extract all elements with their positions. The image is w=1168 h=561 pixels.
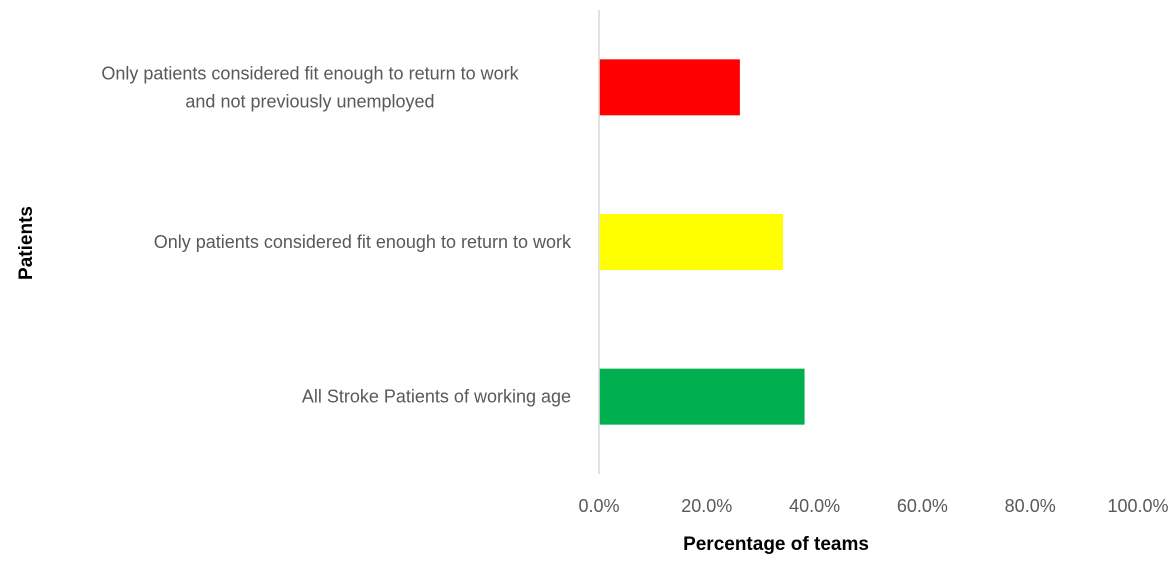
bar-1 <box>599 59 740 116</box>
category-label-line: and not previously unemployed <box>185 91 434 111</box>
category-label-1: Only patients considered fit enough to r… <box>101 63 519 111</box>
category-label-2: Only patients considered fit enough to r… <box>154 232 572 252</box>
category-label-line: All Stroke Patients of working age <box>302 387 571 407</box>
x-tick-labels: 0.0% 20.0% 40.0% 60.0% 80.0% 100.0% <box>578 496 1168 516</box>
bar-3 <box>599 368 805 425</box>
x-tick-label: 80.0% <box>1005 496 1056 516</box>
category-label-line: Only patients considered fit enough to r… <box>101 63 519 83</box>
bar-2 <box>599 214 784 270</box>
category-labels: Only patients considered fit enough to r… <box>101 63 572 406</box>
x-tick-label: 0.0% <box>578 496 619 516</box>
category-label-line: Only patients considered fit enough to r… <box>154 232 572 252</box>
x-tick-label: 60.0% <box>897 496 948 516</box>
x-tick-label: 20.0% <box>681 496 732 516</box>
y-axis-title: Patients <box>16 206 37 280</box>
x-axis-title: Percentage of teams <box>683 534 869 555</box>
x-tick-label: 100.0% <box>1107 496 1168 516</box>
category-label-3: All Stroke Patients of working age <box>302 387 571 407</box>
x-tick-label: 40.0% <box>789 496 840 516</box>
bars-group <box>599 59 805 425</box>
